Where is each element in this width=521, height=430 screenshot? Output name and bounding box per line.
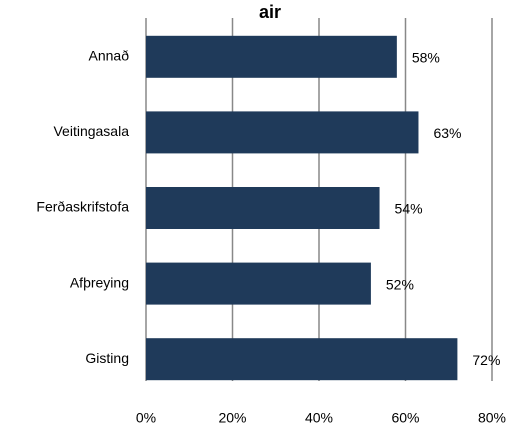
value-label: 58% [412, 50, 440, 66]
y-tick-label: Afþreying [70, 274, 129, 290]
chart-title: air [259, 2, 281, 22]
x-tick-label: 60% [391, 410, 419, 426]
bar [146, 35, 397, 78]
x-tick-label: 20% [218, 410, 246, 426]
y-tick-label: Ferðaskrifstofa [36, 199, 129, 215]
x-tick-label: 40% [305, 410, 333, 426]
bar [146, 187, 380, 229]
bar [146, 262, 371, 305]
x-tick-label: 0% [136, 410, 156, 426]
value-label: 72% [472, 352, 500, 368]
value-label: 52% [386, 276, 414, 292]
bar [146, 111, 419, 154]
bar [146, 338, 458, 381]
value-label: 63% [433, 125, 461, 141]
y-tick-label: Annað [89, 48, 130, 64]
y-tick-label: Veitingasala [53, 123, 129, 139]
value-label: 54% [395, 201, 423, 217]
y-tick-label: Gisting [85, 350, 129, 366]
x-tick-label: 80% [478, 410, 506, 426]
